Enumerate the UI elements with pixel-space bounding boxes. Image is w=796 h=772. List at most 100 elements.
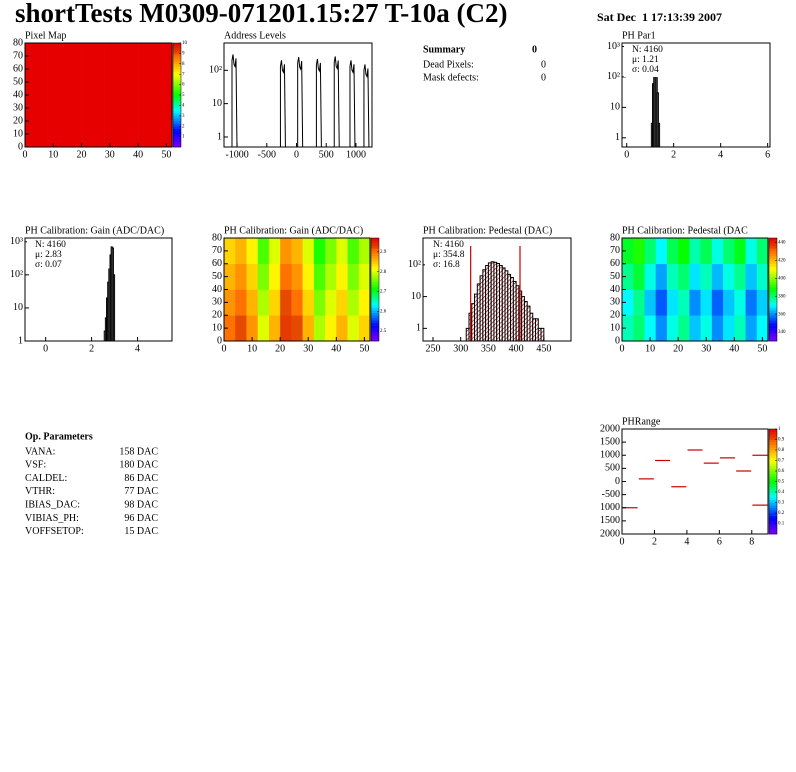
heatmap-cell [268, 289, 281, 316]
heatmap-cell [36, 95, 48, 122]
heatmap-cell [313, 263, 326, 290]
palette-swatch [371, 274, 379, 277]
palette-swatch [371, 253, 379, 257]
palette-swatch [173, 56, 181, 59]
palette-swatch [173, 115, 181, 119]
heatmap-cell [224, 315, 236, 341]
palette-swatch [173, 128, 181, 132]
heatmap-cell [622, 263, 634, 290]
chart [621, 428, 778, 535]
heatmap-cell [149, 69, 161, 96]
palette-swatch [769, 468, 777, 472]
stats-box [624, 44, 668, 77]
palette-swatch [173, 102, 181, 106]
palette-swatch [371, 299, 379, 303]
parameters-title: Op. Parameters [25, 431, 93, 442]
heatmap-cell [291, 315, 303, 341]
y-tick-label: 70 [610, 245, 620, 256]
palette-swatch [371, 286, 379, 290]
palette-swatch [173, 144, 181, 148]
heatmap-cell [92, 95, 105, 122]
palette-swatch [769, 261, 777, 265]
heatmap-cell [25, 43, 37, 70]
chart [24, 237, 173, 342]
palette-swatch [371, 238, 379, 241]
heatmap-cell [302, 263, 315, 290]
heatmap-cell [644, 238, 656, 265]
heatmap-cell [633, 263, 645, 290]
palette-swatch [371, 315, 379, 319]
heatmap-cell [246, 315, 258, 341]
heatmap-cell [336, 315, 348, 341]
plot-border [422, 237, 572, 342]
y-tick-label: 70 [13, 50, 23, 61]
palette-swatch [173, 113, 181, 117]
heatmap-cell [655, 238, 668, 265]
palette-tick-label: 10 [182, 41, 188, 46]
heatmap-cell [92, 43, 105, 70]
x-tick-label: 40 [729, 343, 739, 354]
palette-tick-label: 0.3 [778, 501, 785, 506]
y-tick-label: 1 [416, 323, 421, 334]
heatmap-cell [280, 315, 292, 341]
plot-border [223, 42, 373, 148]
y-tick-label: 40 [13, 89, 23, 100]
peak [349, 60, 356, 147]
palette-swatch [769, 489, 777, 493]
summary-value: 0 [541, 59, 546, 70]
palette-swatch [371, 243, 379, 247]
palette-tick-label: 360 [778, 312, 786, 317]
palette-tick-label: 0.2 [778, 511, 785, 516]
heatmap-cell [711, 289, 724, 316]
heatmap-cell [336, 289, 348, 316]
palette-swatch [769, 436, 777, 440]
heatmap-cell [756, 263, 768, 290]
palette-swatch [173, 69, 181, 72]
heatmap-cell [622, 238, 634, 265]
palette-swatch [173, 53, 181, 57]
palette-swatch [173, 87, 181, 91]
heatmap-cell [325, 238, 337, 265]
palette-swatch [769, 299, 777, 303]
summary-label: Mask defects: [423, 72, 479, 83]
heatmap-cell [347, 263, 360, 290]
heatmap-cell [689, 238, 701, 265]
palette-swatch [371, 304, 379, 308]
x-tick-label: 6 [717, 536, 722, 547]
palette-swatch [769, 320, 777, 324]
heatmap-cell [36, 121, 48, 147]
heatmap-cell [723, 315, 735, 341]
heatmap-cell [138, 69, 150, 96]
heatmap-cell [25, 95, 37, 122]
palette-swatch [371, 240, 379, 244]
palette-tick-label: 2.6 [380, 309, 387, 314]
palette-swatch [371, 294, 379, 298]
palette-swatch [769, 463, 777, 467]
heatmap-cell [756, 289, 768, 316]
heatmap-cell [358, 289, 370, 316]
x-tick-label: 50 [757, 343, 767, 354]
heatmap-cell [246, 238, 258, 265]
palette-swatch [769, 338, 777, 342]
palette-swatch [769, 258, 777, 262]
heatmap-cell [689, 289, 701, 316]
palette-swatch [173, 63, 181, 67]
heatmap-cell [70, 43, 82, 70]
palette-tick-label: 7 [182, 72, 185, 77]
palette-swatch [173, 126, 181, 130]
x-tick-label: 8 [749, 536, 754, 547]
palette-swatch [173, 123, 181, 127]
plot-area [25, 43, 172, 147]
plot-frame [622, 429, 768, 534]
x-tick-label: -1000 [225, 149, 248, 160]
palette-tick-label: 400 [778, 276, 786, 281]
palette-tick-label: 1 [778, 427, 781, 432]
parameter-name: IBIAS_DAC: [25, 499, 80, 510]
heatmap-cell [633, 315, 645, 341]
heatmap-cell [336, 263, 348, 290]
x-tick-label: 0 [620, 343, 625, 354]
palette-swatch [173, 141, 181, 145]
heatmap-cell [302, 289, 315, 316]
palette-swatch [769, 302, 777, 306]
palette-swatch [769, 473, 777, 477]
